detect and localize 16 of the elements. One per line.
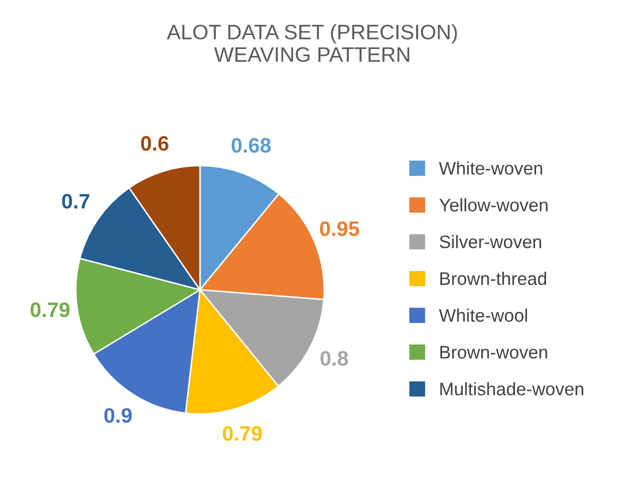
data-label: 0.95 (320, 221, 360, 236)
data-label: 0.68 (232, 138, 271, 153)
legend-label: Multishade-woven (440, 382, 584, 396)
legend-label: Brown-woven (440, 346, 548, 359)
legend-label: Silver-woven (440, 234, 542, 248)
legend-label: Yellow-woven (439, 198, 548, 212)
data-label: 0.7 (62, 194, 90, 209)
legend-label: Brown-thread (440, 272, 546, 286)
legend-label: White-woven (438, 161, 542, 175)
legend-label: White-wool (438, 308, 527, 322)
data-label: 0.79 (30, 302, 70, 318)
data-label: 0.9 (104, 408, 132, 423)
chart-title: ALOT DATA SET (PRECISION) WEAVING PATTERN (166, 24, 457, 62)
data-label: 0.79 (222, 426, 262, 441)
data-label: 0.8 (320, 351, 348, 366)
data-label: 0.6 (141, 136, 168, 151)
